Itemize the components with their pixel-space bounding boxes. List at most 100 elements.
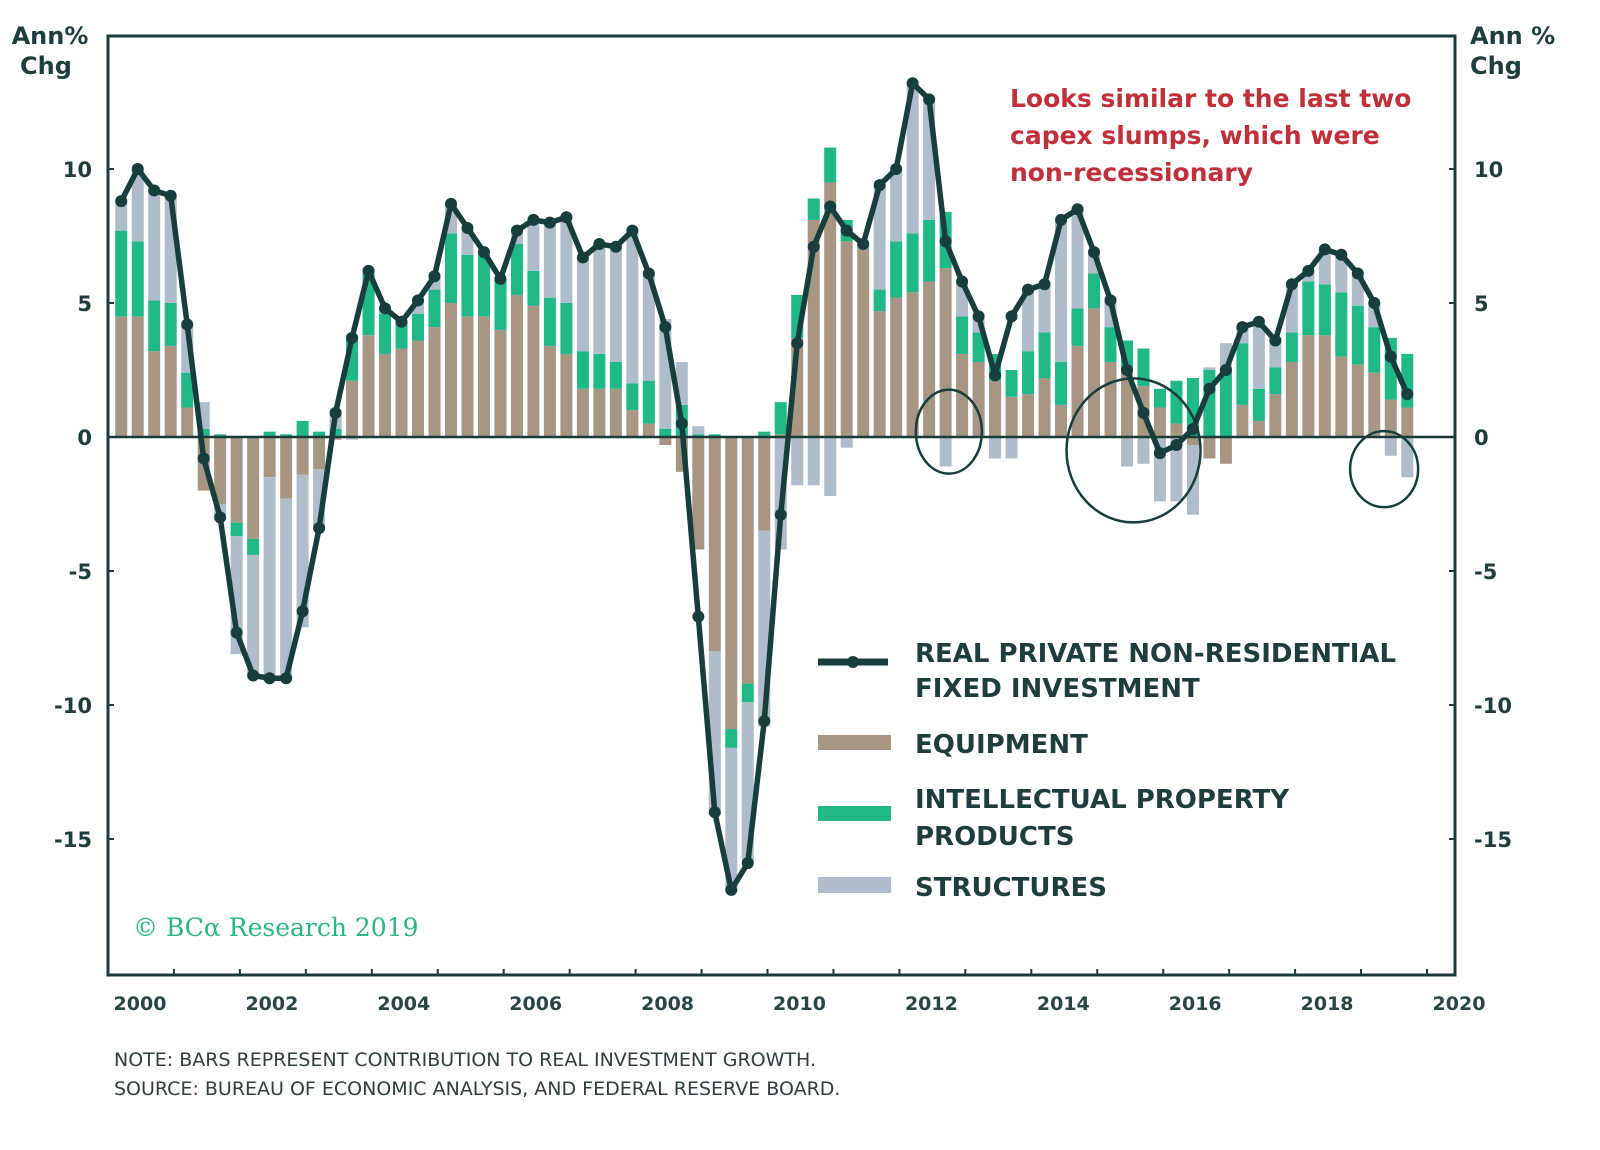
ipp-bar [609,361,622,389]
investment-point [280,672,293,685]
x-tick-label: 2012 [905,993,958,1015]
investment-point [659,321,672,334]
equipment-bar [115,316,128,437]
investment-point [1120,364,1133,376]
ipp-bar [1038,332,1051,379]
structures-bar [1401,437,1414,478]
x-tick-label: 2018 [1301,993,1354,1015]
investment-point [1236,321,1249,334]
investment-point [131,163,144,175]
investment-point [148,184,161,197]
x-tick-label: 2002 [245,993,298,1015]
investment-point [1401,388,1414,401]
investment-point [543,216,556,229]
investment-point [1252,315,1265,328]
investment-point [857,238,870,251]
investment-point [197,452,210,465]
ipp-bar [1071,308,1084,346]
equipment-bar [1285,361,1298,437]
y-tick-label-left: 10 [63,158,92,182]
structures-bar [939,437,952,467]
investment-point [1318,243,1331,256]
x-tick-label: 2020 [1433,993,1486,1015]
ipp-bar [576,351,589,389]
ipp-bar [1351,305,1364,365]
structures-bar [609,246,622,362]
ipp-bar [214,434,227,437]
y-tick-label-left: -15 [54,828,92,852]
structures-bar [148,190,161,301]
highlight-circle [1348,429,1420,509]
equipment-bar [1055,404,1068,437]
ipp-bar [197,428,210,437]
ipp-bar [642,380,655,424]
ipp-bar [890,241,903,298]
legend-item-equipment: EQUIPMENT [818,730,1088,760]
equipment-bar [956,353,969,437]
structures-bar [247,554,260,676]
investment-point [758,715,771,728]
ipp-bar [692,434,705,437]
equipment-bar [214,437,227,504]
ipp-bar [280,434,293,437]
equipment-bar [1401,407,1414,437]
investment-point [510,224,523,237]
equipment-bar [906,292,919,437]
ipp-bar [1022,351,1035,395]
ipp-bar [1219,370,1232,437]
equipment-bar [428,327,441,437]
structures-bar [1120,437,1133,467]
investment-point [1005,310,1018,323]
investment-point [428,270,441,283]
legend-structures-swatch [818,877,891,893]
structures-bar [725,747,738,890]
x-tick-label: 2000 [114,993,167,1015]
ipp-bar [1368,327,1381,373]
equipment-bar [494,329,507,437]
investment-point [642,267,655,280]
structures-bar [543,222,556,298]
equipment-bar [379,353,392,437]
x-tick-label: 2004 [377,993,430,1015]
structures-bar [906,83,919,234]
legend-label-investment-line1: REAL PRIVATE NON-RESIDENTIAL [915,639,1396,669]
investment-point [477,246,490,259]
ipp-bar [395,321,408,349]
investment-point [972,310,985,323]
ipp-bar [1302,281,1315,336]
investment-point [807,240,820,253]
x-tick-label: 2010 [773,993,826,1015]
highlight-circle [914,388,984,475]
investment-point [906,77,919,90]
structures-bar [1005,437,1018,459]
ipp-bar [379,313,392,354]
equipment-bar [527,305,540,437]
ipp-bar [906,233,919,293]
investment-point [923,93,936,106]
ipp-bar [247,538,260,555]
equipment-bar [313,437,326,470]
ipp-bar [873,289,886,312]
structures-bar [346,437,359,440]
investment-point [214,511,227,524]
investment-point [296,605,309,618]
ipp-bar [1236,343,1249,405]
investment-point [1203,382,1216,395]
equipment-bar [477,316,490,437]
ipp-bar [708,434,721,437]
ipp-bar [741,683,754,703]
ipp-bar [593,353,606,389]
ipp-bar [428,289,441,328]
legend-item-investment: REAL PRIVATE NON-RESIDENTIAL FIXED INVES… [818,639,1396,704]
investment-point [692,610,705,623]
ipp-bar [659,428,672,437]
equipment-bar [890,297,903,437]
y-axis-ticks: 10 10 5 5 0 0 -5 -5 -10 -10 -15 -15 [54,158,1512,852]
structures-bar [527,219,540,271]
investment-point [329,406,342,419]
structures-bar [560,217,573,303]
footnote-note: NOTE: BARS REPRESENT CONTRIBUTION TO REA… [114,1049,816,1071]
x-tick-label: 2016 [1169,993,1222,1015]
ipp-bar [1170,380,1183,424]
structures-bar [1055,219,1068,362]
